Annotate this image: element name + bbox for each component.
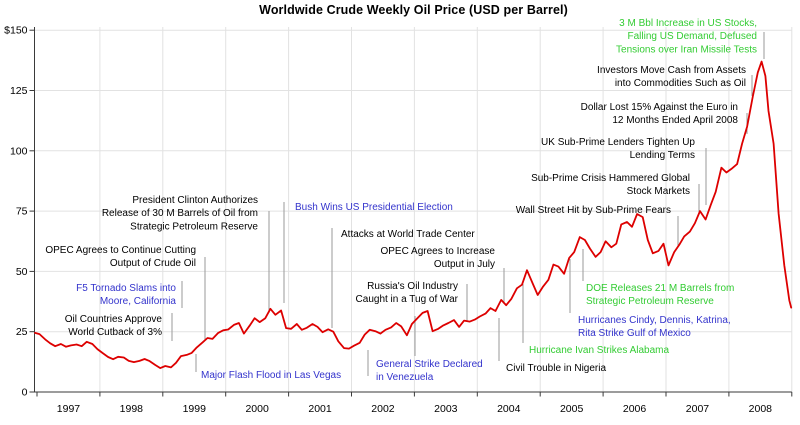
- annotation-iran-tests-line: Tensions over Iran Missile Tests: [616, 44, 757, 55]
- annotation-clinton-spr-line: President Clinton Authorizes: [132, 195, 258, 206]
- annotation-investors-commodities-line: Investors Move Cash from Assets: [597, 65, 746, 76]
- y-tick-label: 100: [10, 145, 28, 157]
- annotation-opec-increase: OPEC Agrees to Increase Output in July: [380, 246, 495, 270]
- x-tick-label: 2005: [560, 403, 584, 415]
- annotation-hurricanes-gulf-line: Hurricanes Cindy, Dennis, Katrina,: [578, 315, 731, 326]
- annotation-investors-commodities-line: into Commodities Such as Oil: [615, 78, 746, 89]
- annotation-wtc-attacks-line: Attacks at World Trade Center: [341, 229, 475, 240]
- annotation-subprime-crisis-line: Sub-Prime Crisis Hammered Global: [531, 173, 690, 184]
- annotation-uk-subprime: UK Sub-Prime Lenders Tighten Up Lending T…: [541, 137, 695, 161]
- annotation-bush-election-line: Bush Wins US Presidential Election: [295, 202, 453, 213]
- annotation-iran-tests-line: 3 M Bbl Increase in US Stocks,: [619, 18, 757, 29]
- y-tick-label: 25: [16, 326, 28, 338]
- annotation-venezuela-line: General Strike Declared: [376, 359, 483, 370]
- annotation-clinton-spr-line: Strategic Petroleum Reserve: [130, 221, 258, 232]
- annotation-subprime-crisis-line: Stock Markets: [627, 186, 690, 197]
- annotation-f5-tornado-line: Moore, California: [100, 296, 177, 307]
- annotation-wtc-attacks: Attacks at World Trade Center: [341, 229, 475, 240]
- annotation-oil-cutback: Oil Countries Approve World Cutback of 3%: [65, 314, 163, 338]
- annotation-opec-continue-line: Output of Crude Oil: [110, 258, 196, 269]
- y-tick-label: 50: [16, 266, 28, 278]
- annotation-oil-cutback-line: World Cutback of 3%: [68, 327, 162, 338]
- x-tick-label: 2002: [371, 403, 395, 415]
- annotation-doe-release-line: DOE Releases 21 M Barrels from: [586, 283, 734, 294]
- annotation-russia-tug-line: Russia's Oil Industry: [367, 281, 458, 292]
- x-tick-label: 2000: [245, 403, 269, 415]
- annotation-dollar-euro: Dollar Lost 15% Against the Euro in 12 Mo…: [581, 102, 739, 126]
- annotation-russia-tug-line: Caught in a Tug of War: [356, 294, 459, 305]
- price-line: [34, 60, 793, 370]
- annotation-nigeria-line: Civil Trouble in Nigeria: [506, 363, 606, 374]
- x-tick-label: 2004: [497, 403, 521, 415]
- annotation-uk-subprime-line: Lending Terms: [630, 150, 695, 161]
- y-tick-label: $150: [4, 25, 28, 37]
- annotation-ivan: Hurricane Ivan Strikes Alabama: [529, 345, 670, 356]
- x-tick-label: 2003: [434, 403, 458, 415]
- annotation-doe-release-line: Strategic Petroleum Reserve: [586, 296, 714, 307]
- annotation-leaders: [171, 32, 765, 376]
- annotation-opec-increase-line: Output in July: [434, 259, 495, 270]
- x-tick-label: 2007: [686, 403, 710, 415]
- y-tick-label: 125: [10, 85, 28, 97]
- annotation-bush-election: Bush Wins US Presidential Election: [295, 202, 453, 213]
- annotation-ivan-line: Hurricane Ivan Strikes Alabama: [529, 345, 670, 356]
- annotation-subprime-crisis: Sub-Prime Crisis Hammered Global Stock Ma…: [531, 173, 690, 197]
- annotation-wall-street-line: Wall Street Hit by Sub-Prime Fears: [516, 205, 671, 216]
- axes: $150 125 100 75 50 25 0 1997 1998 1999 2000 2001 200…: [4, 25, 793, 415]
- annotations: Oil Countries Approve World Cutback of 3%…: [45, 18, 757, 383]
- annotation-dollar-euro-line: 12 Months Ended April 2008: [612, 115, 738, 126]
- annotation-venezuela: General Strike Declared in Venezuela: [376, 359, 483, 383]
- annotation-venezuela-line: in Venezuela: [376, 372, 434, 383]
- y-tick-label: 0: [22, 387, 28, 399]
- annotation-dollar-euro-line: Dollar Lost 15% Against the Euro in: [581, 102, 738, 113]
- x-tick-label: 2001: [308, 403, 332, 415]
- chart-title: Worldwide Crude Weekly Oil Price (USD pe…: [259, 3, 568, 17]
- gridlines: [34, 27, 793, 392]
- annotation-uk-subprime-line: UK Sub-Prime Lenders Tighten Up: [541, 137, 695, 148]
- annotation-wall-street: Wall Street Hit by Sub-Prime Fears: [516, 205, 671, 216]
- annotation-clinton-spr-line: Release of 30 M Barrels of Oil from: [102, 208, 258, 219]
- annotation-opec-continue: OPEC Agrees to Continue Cutting Output of…: [45, 245, 196, 269]
- annotation-opec-increase-line: OPEC Agrees to Increase: [380, 246, 495, 257]
- annotation-nigeria: Civil Trouble in Nigeria: [506, 363, 606, 374]
- annotation-opec-continue-line: OPEC Agrees to Continue Cutting: [45, 245, 196, 256]
- annotation-iran-tests-line: Falling US Demand, Defused: [627, 31, 757, 42]
- annotation-investors-commodities: Investors Move Cash from Assets into Comm…: [597, 65, 746, 89]
- annotation-doe-release: DOE Releases 21 M Barrels from Strategic …: [586, 283, 734, 307]
- y-tick-label: 75: [16, 206, 28, 218]
- annotation-hurricanes-gulf-line: Rita Strike Gulf of Mexico: [578, 328, 691, 339]
- annotation-flash-flood: Major Flash Flood in Las Vegas: [201, 370, 341, 381]
- annotation-iran-tests: 3 M Bbl Increase in US Stocks, Falling US…: [616, 18, 757, 55]
- annotation-oil-cutback-line: Oil Countries Approve: [65, 314, 163, 325]
- annotation-clinton-spr: President Clinton Authorizes Release of 3…: [102, 195, 259, 232]
- x-tick-label: 2006: [623, 403, 647, 415]
- x-tick-label: 1999: [183, 403, 207, 415]
- annotation-russia-tug: Russia's Oil Industry Caught in a Tug of …: [356, 281, 459, 305]
- x-tick-label: 1998: [120, 403, 144, 415]
- annotation-hurricanes-gulf: Hurricanes Cindy, Dennis, Katrina, Rita S…: [578, 315, 731, 339]
- annotation-f5-tornado-line: F5 Tornado Slams into: [76, 283, 176, 294]
- annotation-flash-flood-line: Major Flash Flood in Las Vegas: [201, 370, 341, 381]
- annotation-f5-tornado: F5 Tornado Slams into Moore, California: [76, 283, 176, 307]
- x-tick-label: 2008: [749, 403, 773, 415]
- x-tick-label: 1997: [57, 403, 81, 415]
